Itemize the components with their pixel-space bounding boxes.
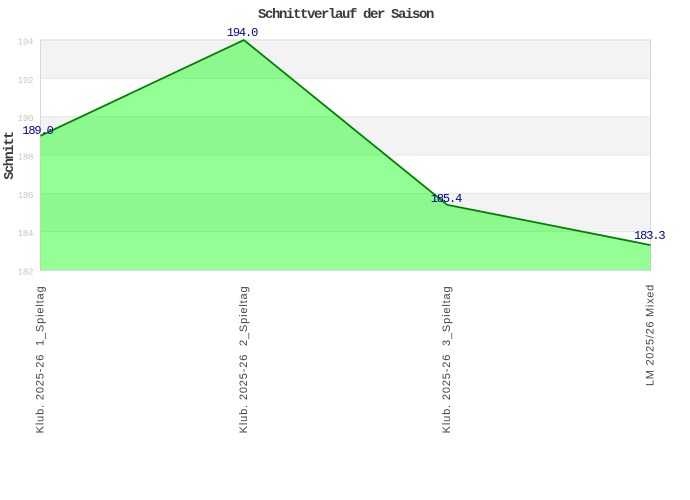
svg-text:192: 192 (18, 75, 34, 86)
svg-text:Schnittverlauf der Saison: Schnittverlauf der Saison (258, 7, 434, 23)
svg-text:194: 194 (18, 37, 34, 48)
svg-text:Klub. 2025-26 3_Spieltag: Klub. 2025-26 3_Spieltag (441, 286, 453, 434)
svg-text:LM 2025/26 Mixed: LM 2025/26 Mixed (645, 284, 657, 386)
svg-text:185.4: 185.4 (431, 192, 462, 206)
svg-text:182: 182 (18, 267, 34, 278)
svg-text:184: 184 (18, 228, 34, 239)
svg-text:186: 186 (18, 190, 34, 201)
svg-text:190: 190 (18, 113, 34, 124)
svg-text:188: 188 (18, 152, 34, 163)
svg-text:Schnitt: Schnitt (3, 132, 18, 180)
svg-text:194.0: 194.0 (227, 26, 258, 40)
svg-text:189.0: 189.0 (22, 124, 53, 138)
svg-text:183.3: 183.3 (634, 229, 665, 243)
svg-text:Klub. 2025-26 1_Spieltag: Klub. 2025-26 1_Spieltag (35, 286, 47, 434)
svg-text:Klub. 2025-26 2_Spieltag: Klub. 2025-26 2_Spieltag (238, 286, 250, 434)
